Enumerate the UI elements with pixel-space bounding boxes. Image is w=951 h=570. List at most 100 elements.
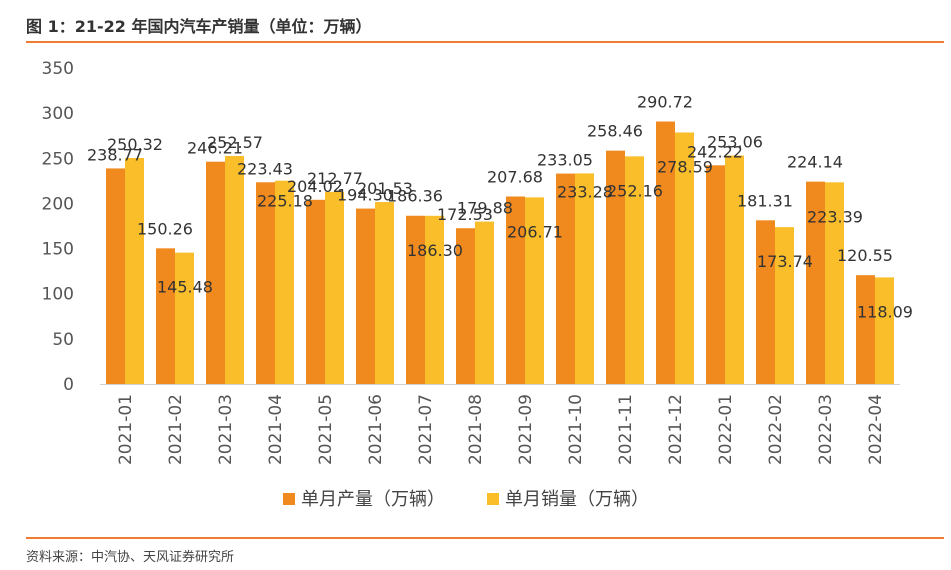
- production-data-label: 181.31: [737, 191, 793, 210]
- production-data-label: 172.53: [437, 205, 493, 224]
- sales-data-label: 250.32: [107, 135, 163, 154]
- x-tick-label: 2022-02: [766, 394, 786, 465]
- production-bar: [306, 199, 325, 384]
- sales-data-label: 252.57: [207, 133, 263, 152]
- sales-bar: [125, 157, 144, 384]
- production-bar: [106, 168, 125, 384]
- y-tick-label: 300: [42, 104, 74, 124]
- figure-title: 图 1：21-22 年国内汽车产销量（单位：万辆）: [26, 17, 372, 36]
- production-data-label: 246.21: [187, 139, 243, 158]
- production-data-label: 238.77: [87, 145, 143, 164]
- x-tick-label: 2021-07: [416, 394, 436, 465]
- sales-data-label: 233.28: [557, 183, 613, 202]
- sales-bar: [425, 215, 444, 384]
- x-tick-label: 2021-01: [116, 394, 136, 465]
- x-tick-label: 2021-05: [316, 394, 336, 465]
- x-tick-label: 2022-04: [866, 394, 886, 465]
- sales-data-label: 179.88: [457, 199, 513, 218]
- production-bar: [656, 121, 675, 385]
- sales-data-label: 223.39: [807, 207, 863, 226]
- x-axis: 2021-01 2021-02 2021-03 2021-04 2021-05 2021-…: [116, 394, 886, 465]
- sales-bar: [475, 221, 494, 384]
- production-data-label: 204.02: [287, 177, 343, 196]
- production-data-label: 207.68: [487, 167, 543, 186]
- sales-bar: [875, 277, 894, 384]
- production-bar: [156, 248, 175, 384]
- production-data-label: 150.26: [137, 219, 193, 238]
- y-tick-label: 200: [42, 194, 74, 214]
- title-divider: [26, 41, 944, 43]
- sales-data-label: 225.18: [257, 191, 313, 210]
- production-data-label: 224.14: [787, 153, 843, 172]
- sales-bar: [325, 191, 344, 384]
- x-tick-label: 2022-03: [816, 394, 836, 465]
- production-data-label: 242.22: [687, 142, 743, 161]
- x-tick-label: 2021-11: [616, 394, 636, 465]
- production-bar: [556, 173, 575, 384]
- production-data-label: 290.72: [637, 93, 693, 112]
- legend-swatch-production: [283, 493, 295, 505]
- y-tick-label: 100: [42, 285, 74, 305]
- sales-data-label: 145.48: [157, 278, 213, 297]
- production-bar: [356, 208, 375, 384]
- sales-data-label: 252.16: [607, 181, 663, 200]
- x-tick-label: 2022-01: [716, 394, 736, 465]
- legend-label-production: 单月产量（万辆）: [301, 489, 445, 510]
- production-data-label: 120.55: [837, 246, 893, 265]
- sales-data-label: 278.59: [657, 157, 713, 176]
- production-data-label: 194.30: [337, 186, 393, 205]
- sales-bar: [825, 182, 844, 384]
- x-tick-label: 2021-12: [666, 394, 686, 465]
- x-tick-label: 2021-08: [466, 394, 486, 465]
- x-tick-label: 2021-03: [216, 394, 236, 465]
- y-tick-label: 50: [52, 330, 74, 350]
- production-bar: [706, 165, 725, 384]
- production-bar: [406, 215, 425, 384]
- sales-bar: [725, 155, 744, 384]
- x-tick-label: 2021-04: [266, 394, 286, 465]
- y-tick-label: 350: [42, 59, 74, 79]
- sales-bar: [225, 155, 244, 384]
- sales-bar: [175, 252, 194, 384]
- footer-divider: [26, 537, 944, 539]
- x-tick-label: 2021-09: [516, 394, 536, 465]
- x-tick-label: 2021-06: [366, 394, 386, 465]
- y-axis: 0 50 100 150 200 250 300 350: [42, 59, 74, 395]
- sales-bar: [575, 173, 594, 384]
- legend-label-sales: 单月销量（万辆）: [505, 489, 649, 510]
- legend: 单月产量（万辆） 单月销量（万辆）: [283, 489, 649, 510]
- source-note: 资料来源：中汽协、天风证券研究所: [26, 550, 235, 565]
- sales-data-label: 212.77: [307, 169, 363, 188]
- sales-data-label: 118.09: [857, 302, 913, 321]
- sales-bar: [625, 156, 644, 384]
- sales-bar: [375, 202, 394, 384]
- x-tick-label: 2021-02: [166, 394, 186, 465]
- sales-data-label: 206.71: [507, 222, 563, 241]
- y-tick-label: 150: [42, 240, 74, 260]
- production-bar: [806, 181, 825, 384]
- bar-series: [106, 121, 894, 385]
- sales-bar: [675, 132, 694, 384]
- sales-bar: [275, 180, 294, 384]
- sales-bar: [525, 197, 544, 384]
- production-bar: [606, 150, 625, 384]
- production-bar: [506, 196, 525, 384]
- sales-data-label: 253.06: [707, 133, 763, 152]
- sales-bar: [775, 227, 794, 384]
- production-bar: [756, 220, 775, 384]
- production-data-label: 186.36: [387, 187, 443, 206]
- production-data-label: 258.46: [587, 122, 643, 141]
- legend-swatch-sales: [487, 493, 499, 505]
- production-bar: [456, 228, 475, 384]
- sales-data-label: 201.53: [357, 179, 413, 198]
- production-bar: [856, 275, 875, 384]
- y-tick-label: 250: [42, 149, 74, 169]
- production-bar: [256, 182, 275, 384]
- sales-data-label: 186.30: [407, 241, 463, 260]
- x-tick-label: 2021-10: [566, 394, 586, 465]
- production-bar: [206, 161, 225, 384]
- production-data-label: 233.05: [537, 151, 593, 170]
- y-tick-label: 0: [63, 375, 74, 395]
